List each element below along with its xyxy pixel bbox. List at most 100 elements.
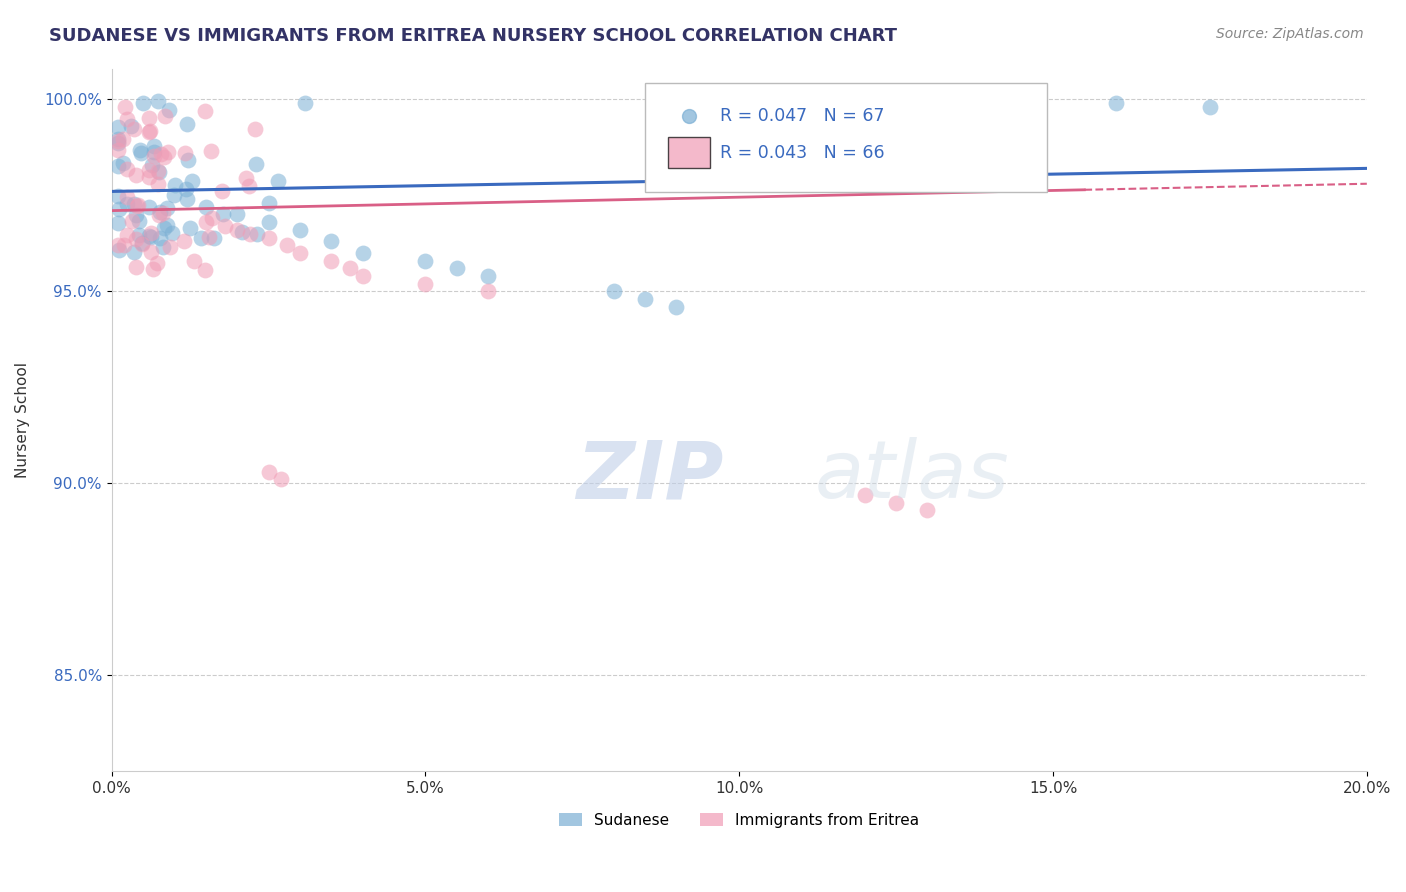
Point xyxy=(211,184,233,198)
Point xyxy=(194,263,217,277)
Point xyxy=(107,238,129,252)
Point xyxy=(111,132,134,146)
Point xyxy=(257,215,280,229)
Point xyxy=(131,95,153,110)
Point xyxy=(112,238,135,252)
Point xyxy=(415,253,437,268)
Text: R = 0.043   N = 66: R = 0.043 N = 66 xyxy=(720,144,884,161)
Point xyxy=(125,208,148,222)
Point xyxy=(146,163,169,178)
Point xyxy=(138,163,160,178)
Point xyxy=(139,124,162,138)
Point xyxy=(153,150,176,164)
Point xyxy=(153,109,176,123)
Point xyxy=(194,215,217,229)
Point xyxy=(120,119,142,133)
Point xyxy=(214,219,236,233)
Point xyxy=(176,117,198,131)
Point xyxy=(176,192,198,206)
Point xyxy=(853,488,876,502)
Text: R = 0.047   N = 67: R = 0.047 N = 67 xyxy=(720,107,884,125)
Point xyxy=(125,232,148,246)
Point xyxy=(235,171,257,186)
Point xyxy=(141,158,163,172)
Point xyxy=(129,144,152,158)
Point xyxy=(138,169,160,184)
Point xyxy=(128,214,150,228)
Point xyxy=(107,216,129,230)
Point xyxy=(142,262,165,277)
Point xyxy=(149,205,172,219)
Point xyxy=(176,182,198,196)
Point xyxy=(246,227,269,242)
Point xyxy=(212,207,235,221)
Point xyxy=(200,145,222,159)
Point xyxy=(181,174,204,188)
Point xyxy=(131,236,153,251)
Point xyxy=(270,473,292,487)
Text: ZIP: ZIP xyxy=(576,437,724,516)
Point xyxy=(352,245,374,260)
Point xyxy=(602,285,624,299)
Point xyxy=(884,495,907,509)
Point xyxy=(107,136,129,150)
Point xyxy=(174,145,197,160)
Point xyxy=(1199,100,1222,114)
Point xyxy=(257,230,280,244)
Point xyxy=(477,268,499,283)
Point xyxy=(115,197,138,211)
Point xyxy=(198,230,221,244)
Point xyxy=(201,211,224,226)
Point xyxy=(121,213,143,227)
Point xyxy=(107,243,129,257)
Point xyxy=(115,112,138,126)
Point xyxy=(238,179,260,194)
Point xyxy=(142,149,165,163)
Point xyxy=(917,503,939,517)
Point xyxy=(634,292,657,306)
Point xyxy=(115,162,138,177)
Point xyxy=(107,189,129,203)
Point xyxy=(138,125,160,139)
Point xyxy=(146,94,169,108)
Point xyxy=(125,260,148,274)
Point xyxy=(152,240,174,254)
Point xyxy=(163,178,186,193)
Point xyxy=(139,244,162,259)
Point xyxy=(152,221,174,235)
Point xyxy=(152,205,174,219)
Point xyxy=(122,197,145,211)
Point xyxy=(146,177,169,191)
Point xyxy=(163,188,186,202)
Point xyxy=(194,200,217,214)
Point xyxy=(129,145,152,160)
Point xyxy=(202,231,225,245)
Point xyxy=(288,223,311,237)
Point xyxy=(157,145,180,159)
Point xyxy=(112,155,135,169)
Point xyxy=(107,120,129,134)
Point xyxy=(415,277,437,291)
Point xyxy=(107,132,129,146)
Point xyxy=(294,95,316,110)
Legend: Sudanese, Immigrants from Eritrea: Sudanese, Immigrants from Eritrea xyxy=(553,806,925,834)
Point xyxy=(138,111,160,125)
Point xyxy=(138,228,160,243)
Point xyxy=(125,199,148,213)
Point xyxy=(108,202,131,217)
Point xyxy=(127,198,149,212)
Point xyxy=(288,245,311,260)
Point xyxy=(157,103,180,117)
Point xyxy=(257,196,280,211)
Point xyxy=(226,207,249,221)
Point xyxy=(107,159,129,173)
Point xyxy=(190,231,212,245)
Point xyxy=(160,226,183,240)
Point xyxy=(139,226,162,240)
Point xyxy=(107,143,129,157)
Point xyxy=(128,227,150,242)
Text: SUDANESE VS IMMIGRANTS FROM ERITREA NURSERY SCHOOL CORRELATION CHART: SUDANESE VS IMMIGRANTS FROM ERITREA NURS… xyxy=(49,27,897,45)
Y-axis label: Nursery School: Nursery School xyxy=(15,362,30,478)
Point xyxy=(194,103,217,118)
Point xyxy=(226,223,249,237)
